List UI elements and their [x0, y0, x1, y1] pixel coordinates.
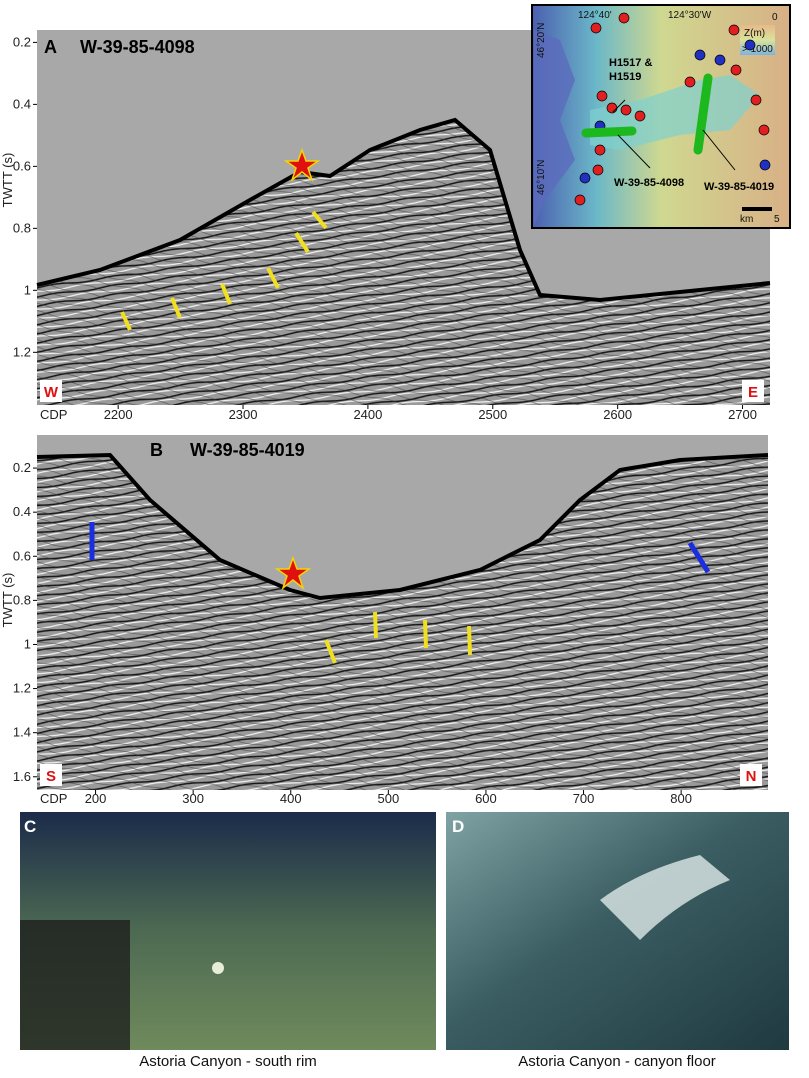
y-axis-label: TWTT (s) [0, 153, 15, 208]
inset-map: 0 Z(m) > 1000 124°40' 124°30'W 46°20'N 4… [531, 4, 791, 229]
map-label: 0 [772, 12, 778, 23]
track-line [693, 73, 713, 155]
x-tick-label: 2400 [353, 407, 382, 422]
y-tick-label: 0.4 [13, 96, 31, 111]
panel-letter: C [24, 817, 36, 836]
map-label: 46°20'N [536, 23, 547, 58]
x-tick-label: 600 [475, 791, 497, 806]
direction-label: N [746, 768, 757, 785]
y-tick-label: 0.2 [13, 460, 31, 475]
y-tick-label: 1.4 [13, 725, 31, 740]
x-tick-label: 2600 [603, 407, 632, 422]
photo-c: C Astoria Canyon - south rim [20, 812, 436, 1070]
map-label: 124°30'W [668, 10, 712, 21]
leader [617, 134, 651, 169]
panel-b: B W-39-85-4019 S N CDP TWTT (s) [0, 435, 769, 806]
bubbles [212, 962, 224, 974]
x-tick-label: 300 [182, 791, 204, 806]
seafloor [36, 452, 769, 601]
reflectors-texture [37, 455, 768, 790]
y-tick-label: 0.6 [13, 548, 31, 563]
y-tick-label: 1 [24, 282, 31, 297]
yellow-arrows [120, 210, 328, 331]
map-label: W-39-85-4019 [704, 181, 774, 193]
leader [702, 129, 736, 171]
label-box [40, 764, 62, 786]
photo [446, 812, 789, 1050]
yellow-arrows [324, 611, 472, 664]
seafloor [36, 117, 771, 303]
reflectors-texture [37, 120, 770, 405]
map-label: 46°10'N [536, 160, 547, 195]
x-tick-label: 2700 [728, 407, 757, 422]
y-tick-label: 0.2 [13, 34, 31, 49]
map-label: > 1000 [742, 44, 773, 55]
x-axis-label: CDP [40, 407, 67, 422]
track-line [581, 126, 637, 138]
scale-bar [742, 207, 772, 211]
y-tick-label: 1.2 [13, 681, 31, 696]
y-tick-label: 0.8 [13, 592, 31, 607]
map-label: 5 [774, 214, 780, 225]
caption: Astoria Canyon - canyon floor [518, 1053, 716, 1070]
map-label: W-39-85-4098 [614, 177, 684, 189]
label-box [40, 380, 62, 402]
x-tick-label: 500 [377, 791, 399, 806]
bubble-plume [600, 855, 730, 940]
rov-equipment [20, 920, 130, 1050]
y-tick-label: 1.6 [13, 769, 31, 784]
y-axis-label: TWTT (s) [0, 573, 15, 628]
star [283, 147, 321, 183]
panel-letter: B [150, 440, 163, 460]
axes: 0.2 0.4 0.6 0.8 1 1.2 2200 2300 2400 2500 2600 2700… [13, 34, 757, 806]
x-tick-label: 200 [85, 791, 107, 806]
x-tick-label: 2200 [104, 407, 133, 422]
y-tick-label: 1 [24, 636, 31, 651]
caption: Astoria Canyon - south rim [139, 1053, 317, 1070]
x-tick-label: 2500 [478, 407, 507, 422]
y-tick-label: 0.8 [13, 220, 31, 235]
x-tick-label: 800 [670, 791, 692, 806]
photo-d: D Astoria Canyon - canyon floor [446, 812, 789, 1070]
panel-letter: D [452, 817, 464, 836]
direction-label: E [748, 384, 758, 401]
label-box [742, 380, 764, 402]
y-tick-label: 1.2 [13, 344, 31, 359]
map-label: 124°40' [578, 10, 612, 21]
label-box [740, 764, 762, 786]
sample-sites [574, 12, 771, 206]
leader [612, 99, 626, 113]
deep-water [534, 30, 575, 226]
panel-title: W-39-85-4098 [80, 37, 195, 57]
direction-label: S [46, 768, 56, 785]
map-label: Z(m) [744, 28, 765, 39]
direction-label: W [44, 384, 59, 401]
depth-scale [740, 25, 775, 55]
x-tick-label: 700 [573, 791, 595, 806]
y-tick-label: 0.6 [13, 158, 31, 173]
x-tick-label: 400 [280, 791, 302, 806]
star [274, 555, 312, 591]
x-axis-label: CDP [40, 791, 67, 806]
x-tick-label: 2300 [229, 407, 258, 422]
map-label: H1517 & [609, 57, 652, 69]
panel-letter: A [44, 37, 57, 57]
panel-title: W-39-85-4019 [190, 440, 305, 460]
y-tick-label: 0.4 [13, 504, 31, 519]
map-label: km [740, 214, 753, 225]
blue-arrows [89, 522, 711, 574]
map-label: H1519 [609, 71, 641, 83]
